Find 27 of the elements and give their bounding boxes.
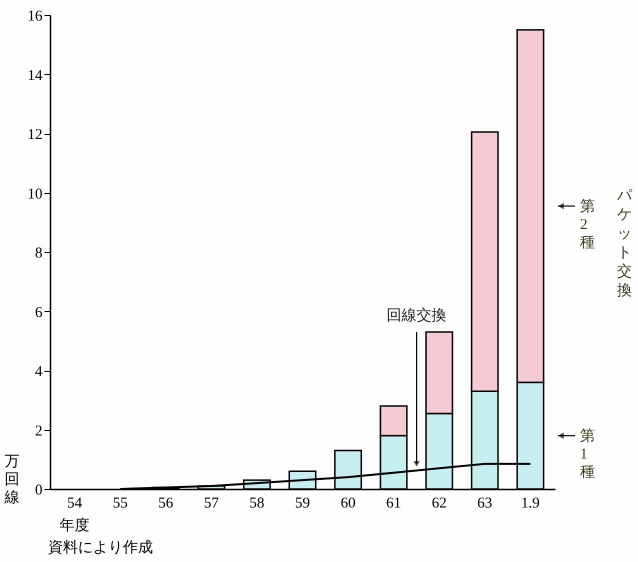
y-tick-label: 8 (35, 246, 42, 262)
y-axis-title: 万回線 (4, 454, 20, 506)
x-tick-label: 60 (340, 496, 356, 512)
x-tick-label: 61 (386, 496, 402, 512)
y-tick-label: 14 (28, 68, 43, 84)
x-tick-label: 1.9 (521, 496, 540, 512)
y-tick-label: 12 (28, 127, 42, 143)
text: パケット交換 (616, 188, 633, 300)
y-tick-label: 16 (28, 8, 43, 24)
y-tick-label: 10 (28, 186, 42, 202)
x-tick-label: 54 (67, 496, 83, 512)
x-tick-label: 57 (204, 496, 220, 512)
x-axis-title: 年度 (60, 517, 90, 534)
text: 資料により作成 (48, 539, 153, 556)
y-tick-label: 0 (35, 482, 42, 498)
legend-label: 第1種 (580, 428, 595, 481)
x-tick-label: 58 (249, 496, 264, 512)
y-tick-label: 6 (35, 304, 43, 321)
x-tick-label: 62 (432, 496, 447, 512)
y-tick-label: 4 (35, 364, 43, 380)
x-tick-label: 59 (295, 496, 310, 512)
legend-label: 第2種 (580, 198, 595, 252)
x-tick-label: 63 (477, 496, 492, 512)
y-tick-label: 2 (35, 423, 42, 440)
x-tick-label: 56 (158, 496, 174, 512)
x-tick-label: 55 (112, 496, 128, 512)
text: 回線交換 (386, 307, 447, 324)
